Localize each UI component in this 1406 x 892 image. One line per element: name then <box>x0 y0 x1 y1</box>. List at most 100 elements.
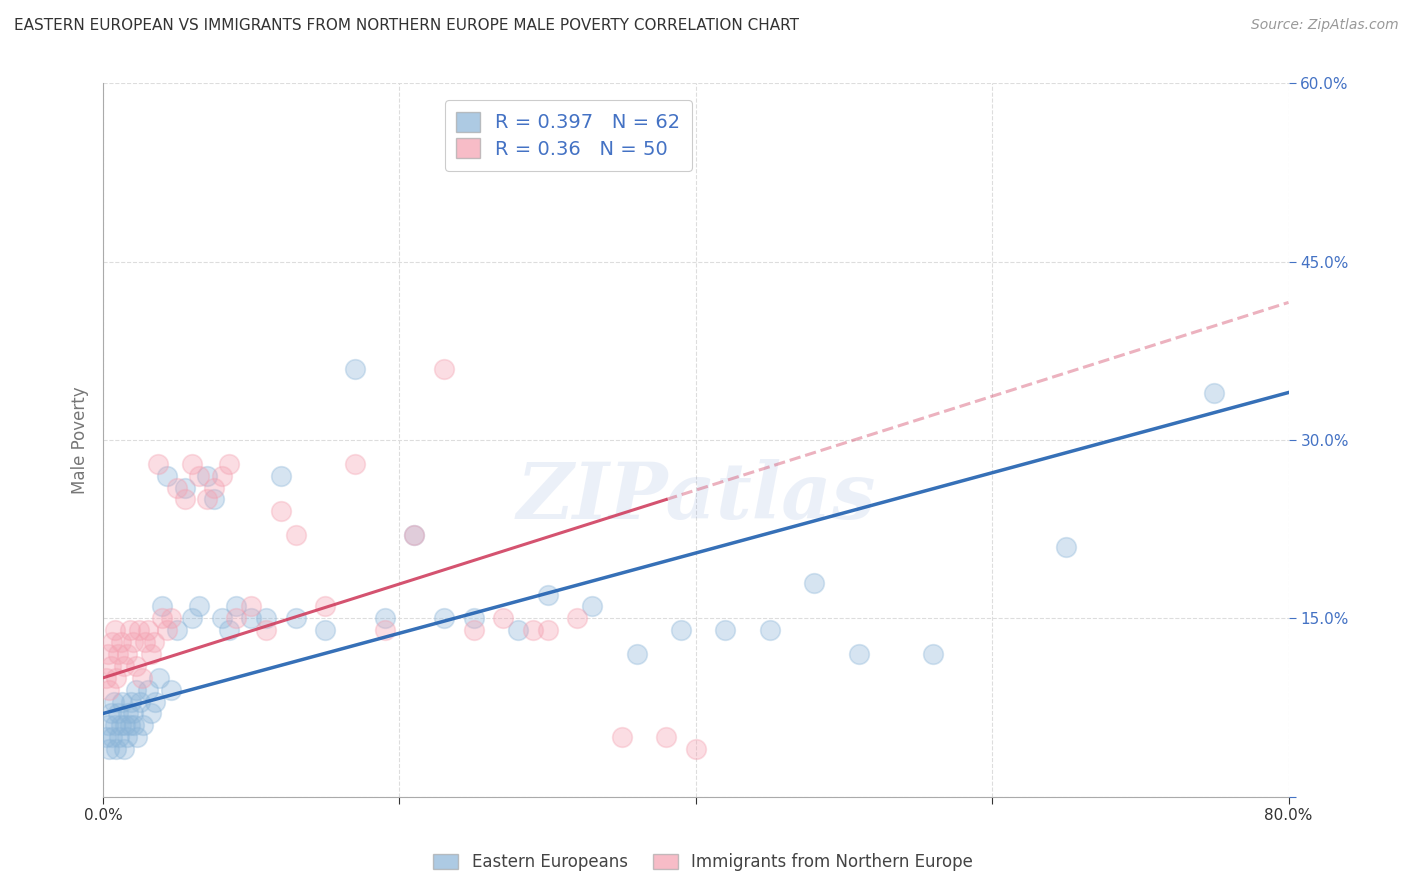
Point <box>655 731 678 745</box>
Point <box>117 706 139 721</box>
Point <box>132 718 155 732</box>
Point <box>610 731 633 745</box>
Point <box>128 624 150 638</box>
Point <box>127 731 149 745</box>
Point <box>181 611 204 625</box>
Point <box>146 457 169 471</box>
Point <box>110 718 132 732</box>
Point <box>100 659 122 673</box>
Point <box>202 492 225 507</box>
Point <box>254 624 277 638</box>
Point <box>240 599 263 614</box>
Point <box>848 647 870 661</box>
Point <box>195 468 218 483</box>
Point <box>537 624 560 638</box>
Point <box>506 624 529 638</box>
Point <box>111 695 134 709</box>
Point <box>122 718 145 732</box>
Point <box>94 671 117 685</box>
Legend: Eastern Europeans, Immigrants from Northern Europe: Eastern Europeans, Immigrants from North… <box>425 845 981 880</box>
Point <box>101 731 124 745</box>
Point <box>114 718 136 732</box>
Point <box>110 635 132 649</box>
Point <box>195 492 218 507</box>
Point <box>685 742 707 756</box>
Point <box>581 599 603 614</box>
Point <box>714 624 737 638</box>
Point <box>160 682 183 697</box>
Point <box>284 528 307 542</box>
Point <box>314 599 336 614</box>
Point <box>98 682 121 697</box>
Point <box>433 361 456 376</box>
Point <box>121 635 143 649</box>
Point <box>344 457 367 471</box>
Point <box>759 624 782 638</box>
Point <box>101 635 124 649</box>
Point <box>173 481 195 495</box>
Point <box>188 468 211 483</box>
Point <box>100 706 122 721</box>
Point <box>104 718 127 732</box>
Point <box>166 481 188 495</box>
Point <box>131 671 153 685</box>
Point <box>218 624 240 638</box>
Point <box>107 706 129 721</box>
Point <box>115 647 138 661</box>
Point <box>125 682 148 697</box>
Point <box>120 695 142 709</box>
Point <box>344 361 367 376</box>
Point <box>181 457 204 471</box>
Point <box>136 624 159 638</box>
Point <box>567 611 589 625</box>
Point <box>156 468 179 483</box>
Point <box>463 624 485 638</box>
Point <box>374 611 396 625</box>
Point <box>139 647 162 661</box>
Point <box>94 731 117 745</box>
Point <box>136 682 159 697</box>
Point <box>112 659 135 673</box>
Point <box>314 624 336 638</box>
Point <box>105 671 128 685</box>
Point <box>108 731 131 745</box>
Point <box>669 624 692 638</box>
Point <box>139 706 162 721</box>
Point <box>803 575 825 590</box>
Point <box>211 468 233 483</box>
Point <box>98 742 121 756</box>
Point <box>492 611 515 625</box>
Y-axis label: Male Poverty: Male Poverty <box>72 386 89 494</box>
Point <box>107 647 129 661</box>
Point <box>166 624 188 638</box>
Point <box>225 611 247 625</box>
Point <box>118 624 141 638</box>
Point <box>240 611 263 625</box>
Point <box>129 695 152 709</box>
Point <box>211 611 233 625</box>
Point <box>188 599 211 614</box>
Point <box>152 611 174 625</box>
Point <box>522 624 544 638</box>
Point <box>270 504 292 518</box>
Point <box>374 624 396 638</box>
Point <box>433 611 456 625</box>
Point <box>152 599 174 614</box>
Point <box>1204 385 1226 400</box>
Point <box>270 468 292 483</box>
Point <box>626 647 648 661</box>
Point <box>143 695 166 709</box>
Point <box>1054 540 1077 554</box>
Point <box>156 624 179 638</box>
Point <box>254 611 277 625</box>
Point <box>225 599 247 614</box>
Point <box>284 611 307 625</box>
Point <box>218 457 240 471</box>
Point <box>97 718 120 732</box>
Point <box>404 528 426 542</box>
Point <box>537 588 560 602</box>
Point <box>121 706 143 721</box>
Point <box>105 742 128 756</box>
Point <box>104 624 127 638</box>
Point <box>148 671 170 685</box>
